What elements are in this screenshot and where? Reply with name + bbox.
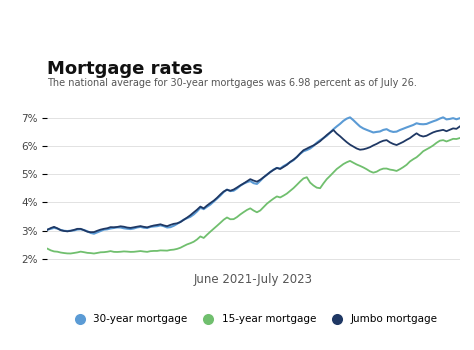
Legend: 30-year mortgage, 15-year mortgage, Jumbo mortgage: 30-year mortgage, 15-year mortgage, Jumb… bbox=[65, 310, 442, 328]
Text: The national average for 30-year mortgages was 6.98 percent as of July 26.: The national average for 30-year mortgag… bbox=[47, 78, 417, 88]
Text: Mortgage rates: Mortgage rates bbox=[47, 60, 203, 78]
X-axis label: June 2021-July 2023: June 2021-July 2023 bbox=[194, 273, 313, 286]
